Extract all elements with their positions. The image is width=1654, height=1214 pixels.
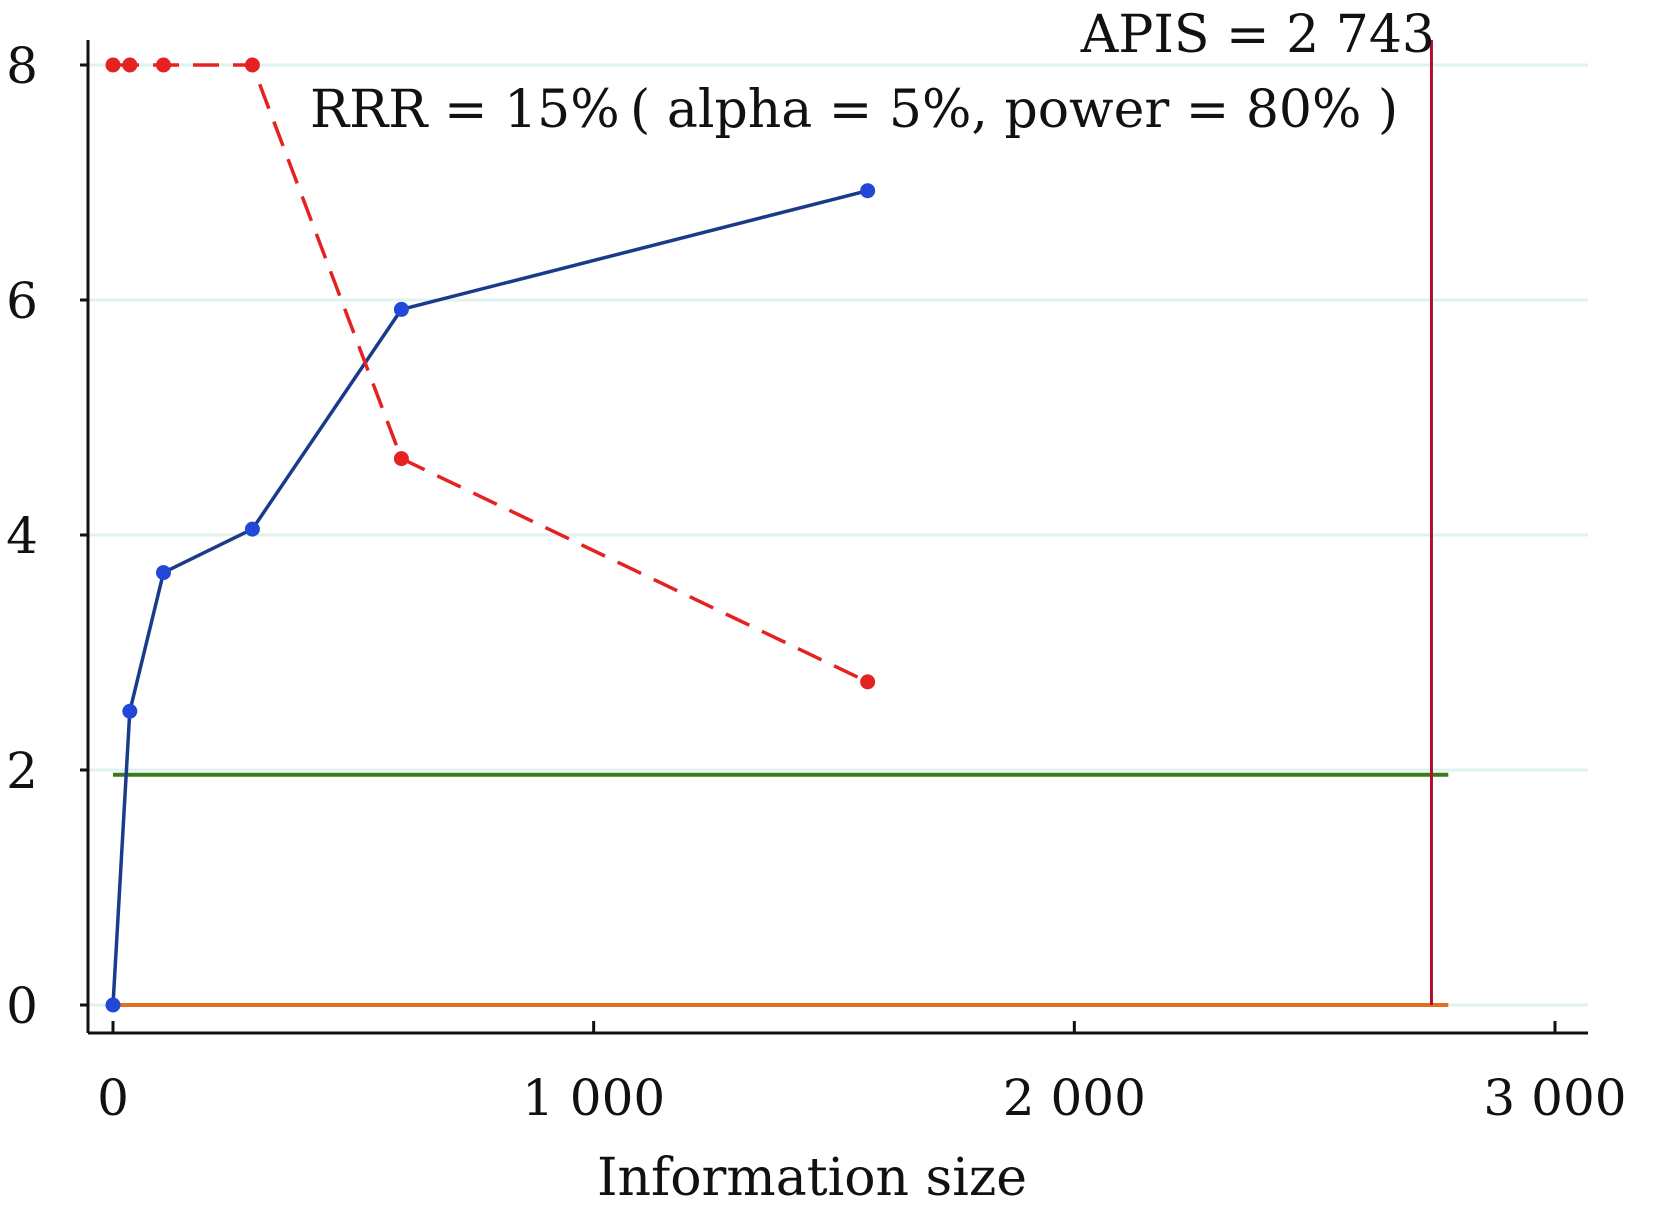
boundary-point — [155, 57, 171, 73]
axes: 0 2 4 6 8 0 1 000 2 000 3 000 — [6, 37, 1626, 1127]
rrr-annotation: RRR = 15% ( alpha = 5%, power = 80% ) — [310, 80, 1398, 140]
x-tick-label: 1 000 — [522, 1069, 665, 1127]
boundary-curve-line — [113, 63, 869, 684]
y-tick-label: 4 — [6, 507, 38, 565]
y-tick-label: 8 — [6, 37, 38, 95]
boundary-point — [105, 57, 121, 73]
z-curve-point — [122, 703, 138, 719]
z-curve-line — [111, 189, 869, 1006]
boundary-point — [860, 674, 876, 690]
z-curve-point — [393, 301, 409, 317]
y-tick-label: 2 — [6, 742, 38, 800]
apis-annotation: APIS = 2 743 — [1080, 5, 1435, 65]
z-curve-point — [105, 997, 121, 1013]
boundary-point — [393, 451, 409, 467]
x-tick-label: 2 000 — [1003, 1069, 1146, 1127]
reference-lines — [113, 40, 1449, 1007]
z-curve-point — [155, 565, 171, 581]
boundary-point — [244, 57, 260, 73]
y-tick-label: 0 — [6, 977, 38, 1035]
x-axis-title: Information size — [597, 1148, 1027, 1208]
z-curve-point — [860, 183, 876, 199]
data-series — [105, 57, 876, 1013]
boundary-point — [122, 57, 138, 73]
x-tick-label: 3 000 — [1483, 1069, 1626, 1127]
z-curve-point — [244, 521, 260, 537]
y-tick-label: 6 — [6, 272, 38, 330]
gridlines — [88, 63, 1588, 1007]
x-tick-label: 0 — [97, 1069, 129, 1127]
